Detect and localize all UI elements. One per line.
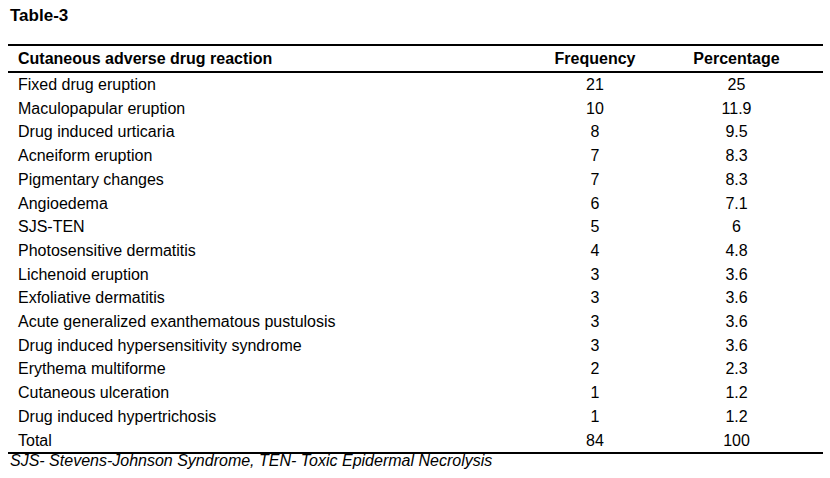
frequency-cell: 1 — [540, 405, 650, 429]
percentage-cell: 8.3 — [650, 144, 823, 168]
reaction-cell: Angioedema — [8, 192, 540, 216]
frequency-cell: 6 — [540, 192, 650, 216]
frequency-cell: 3 — [540, 310, 650, 334]
percentage-cell: 1.2 — [650, 405, 823, 429]
frequency-cell: 7 — [540, 168, 650, 192]
table-body: Fixed drug eruption2125Maculopapular eru… — [8, 72, 823, 453]
table-row: Acute generalized exanthematous pustulos… — [8, 310, 823, 334]
frequency-cell: 3 — [540, 334, 650, 358]
adr-table: Cutaneous adverse drug reaction Frequenc… — [8, 44, 823, 454]
header-row: Cutaneous adverse drug reaction Frequenc… — [8, 45, 823, 72]
table-title: Table-3 — [10, 6, 68, 26]
frequency-cell: 21 — [540, 72, 650, 97]
frequency-cell: 10 — [540, 97, 650, 121]
table-row: Photosensitive dermatitis44.8 — [8, 239, 823, 263]
reaction-cell: Drug induced hypersensitivity syndrome — [8, 334, 540, 358]
table-row: Pigmentary changes78.3 — [8, 168, 823, 192]
table-row: Exfoliative dermatitis33.6 — [8, 286, 823, 310]
reaction-cell: Pigmentary changes — [8, 168, 540, 192]
table-row: Erythema multiforme22.3 — [8, 357, 823, 381]
table-row: SJS-TEN56 — [8, 215, 823, 239]
percentage-cell: 7.1 — [650, 192, 823, 216]
frequency-cell: 4 — [540, 239, 650, 263]
percentage-cell: 6 — [650, 215, 823, 239]
column-header-percentage: Percentage — [650, 45, 823, 72]
reaction-cell: Maculopapular eruption — [8, 97, 540, 121]
reaction-cell: Drug induced hypertrichosis — [8, 405, 540, 429]
percentage-cell: 3.6 — [650, 286, 823, 310]
frequency-cell: 2 — [540, 357, 650, 381]
table-footnote: SJS- Stevens-Johnson Syndrome, TEN- Toxi… — [10, 452, 492, 470]
percentage-cell: 8.3 — [650, 168, 823, 192]
percentage-cell: 3.6 — [650, 263, 823, 287]
percentage-cell: 100 — [650, 429, 823, 454]
table-row: Angioedema67.1 — [8, 192, 823, 216]
table-row: Acneiform eruption78.3 — [8, 144, 823, 168]
percentage-cell: 1.2 — [650, 381, 823, 405]
percentage-cell: 11.9 — [650, 97, 823, 121]
reaction-cell: Acneiform eruption — [8, 144, 540, 168]
reaction-cell: Cutaneous ulceration — [8, 381, 540, 405]
reaction-cell: Lichenoid eruption — [8, 263, 540, 287]
percentage-cell: 4.8 — [650, 239, 823, 263]
reaction-cell: Total — [8, 429, 540, 454]
percentage-cell: 25 — [650, 72, 823, 97]
frequency-cell: 7 — [540, 144, 650, 168]
table-row: Cutaneous ulceration11.2 — [8, 381, 823, 405]
frequency-cell: 3 — [540, 263, 650, 287]
page: Table-3 Cutaneous adverse drug reaction … — [0, 0, 830, 478]
reaction-cell: SJS-TEN — [8, 215, 540, 239]
table-row: Drug induced hypertrichosis11.2 — [8, 405, 823, 429]
frequency-cell: 1 — [540, 381, 650, 405]
table-row: Total84100 — [8, 429, 823, 454]
reaction-cell: Erythema multiforme — [8, 357, 540, 381]
frequency-cell: 84 — [540, 429, 650, 454]
percentage-cell: 3.6 — [650, 334, 823, 358]
reaction-cell: Acute generalized exanthematous pustulos… — [8, 310, 540, 334]
reaction-cell: Exfoliative dermatitis — [8, 286, 540, 310]
reaction-cell: Photosensitive dermatitis — [8, 239, 540, 263]
reaction-cell: Fixed drug eruption — [8, 72, 540, 97]
reaction-cell: Drug induced urticaria — [8, 120, 540, 144]
table-row: Lichenoid eruption33.6 — [8, 263, 823, 287]
table-row: Fixed drug eruption2125 — [8, 72, 823, 97]
table-row: Maculopapular eruption1011.9 — [8, 97, 823, 121]
table-row: Drug induced hypersensitivity syndrome33… — [8, 334, 823, 358]
percentage-cell: 2.3 — [650, 357, 823, 381]
frequency-cell: 5 — [540, 215, 650, 239]
percentage-cell: 3.6 — [650, 310, 823, 334]
column-header-frequency: Frequency — [540, 45, 650, 72]
frequency-cell: 3 — [540, 286, 650, 310]
column-header-reaction: Cutaneous adverse drug reaction — [8, 45, 540, 72]
frequency-cell: 8 — [540, 120, 650, 144]
percentage-cell: 9.5 — [650, 120, 823, 144]
table-row: Drug induced urticaria89.5 — [8, 120, 823, 144]
